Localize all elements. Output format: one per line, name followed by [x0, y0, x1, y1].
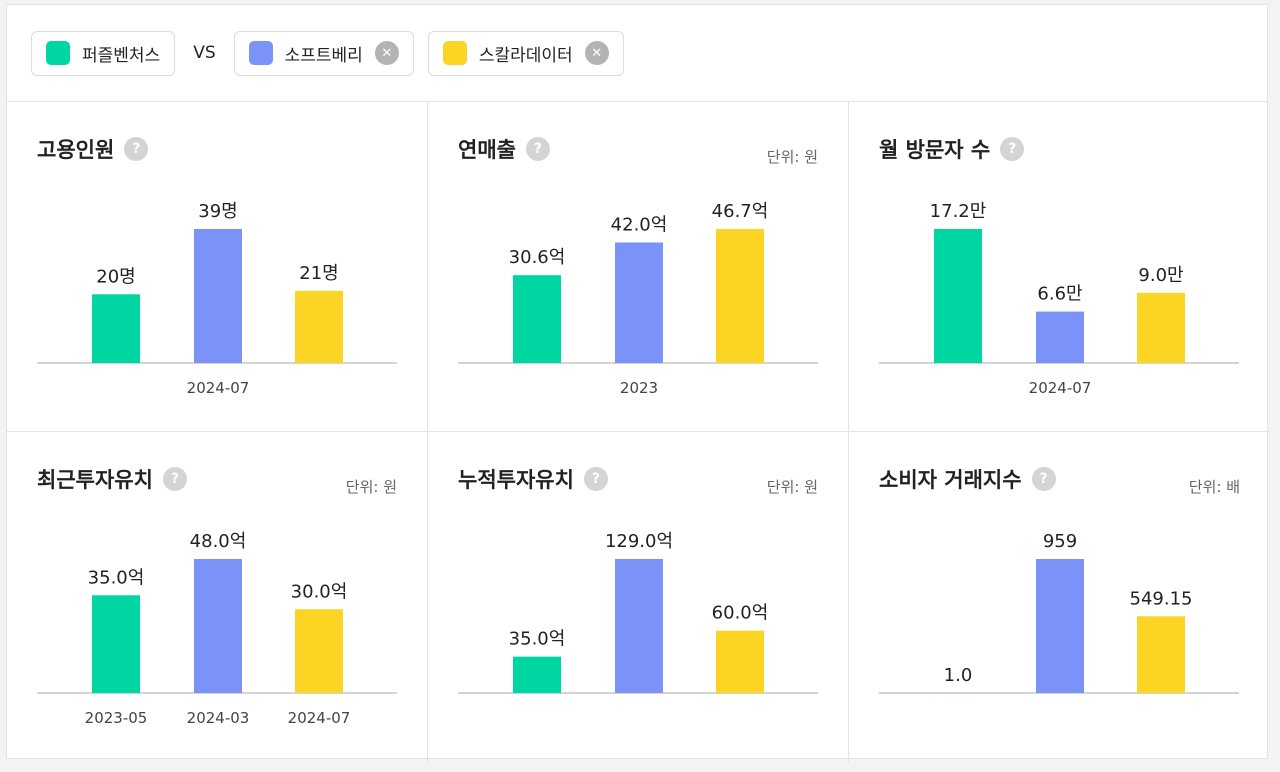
chart-title-row: 고용인원?: [37, 134, 149, 164]
value-label: 30.6억: [509, 247, 566, 268]
company-name: 소프트베리: [284, 45, 363, 66]
chart-title: 최근투자유치: [37, 468, 153, 492]
chart-title: 연매출: [458, 138, 516, 162]
value-label: 1.0: [944, 665, 973, 686]
x-group-label: 2023: [620, 379, 658, 397]
value-label: 6.6만: [1037, 284, 1082, 305]
bar: [194, 229, 242, 363]
value-label: 20명: [96, 266, 135, 287]
chart-title: 고용인원: [37, 138, 115, 162]
unit-label: 단위: 원: [766, 148, 818, 166]
chart-card: 연매출? 단위: 원 30.6억 42.0억 46.7억 2023: [428, 102, 849, 432]
vs-separator: VS: [193, 43, 216, 63]
bar-chart: 35.0억 129.0억 60.0억: [458, 531, 818, 694]
chart-title-row: 월 방문자 수?: [879, 134, 1025, 164]
value-label: 42.0억: [611, 214, 668, 235]
value-label: 959: [1043, 531, 1077, 552]
value-label: 9.0만: [1138, 265, 1183, 286]
chart-card: 월 방문자 수? 17.2만 6.6만 9.0만 2024-07: [849, 102, 1270, 432]
bar: [1137, 616, 1185, 693]
value-label: 30.0억: [291, 581, 348, 602]
company-name: 스칼라데이터: [478, 45, 573, 66]
x-tick-label: 2024-03: [187, 709, 250, 727]
bar: [295, 609, 343, 693]
value-label: 35.0억: [509, 629, 566, 650]
bar-chart: 30.6억 42.0억 46.7억 2023: [458, 201, 818, 397]
color-swatch: [442, 41, 467, 65]
unit-label: 단위: 배: [1188, 478, 1240, 496]
bar: [716, 229, 764, 363]
bar: [615, 242, 663, 363]
value-label: 48.0억: [190, 531, 247, 552]
help-icon[interactable]: ?: [124, 137, 149, 161]
x-group-label: 2024-07: [187, 379, 250, 397]
chart-title-row: 최근투자유치?: [37, 464, 187, 494]
bar: [1137, 292, 1185, 363]
x-group-label: 2024-07: [1029, 379, 1092, 397]
value-label: 39명: [198, 201, 237, 222]
chart-title-row: 소비자 거래지수?: [879, 464, 1056, 494]
x-tick-label: 2023-05: [85, 709, 148, 727]
bar-chart: 17.2만 6.6만 9.0만 2024-07: [879, 201, 1239, 397]
comparison-panel: 퍼즐벤처스 VS 소프트베리 ✕ 스칼라데이터 ✕ 고용인원? 20명 39명 21명 2024-…: [6, 4, 1270, 762]
remove-button[interactable]: ✕: [584, 41, 609, 65]
remove-button[interactable]: ✕: [374, 41, 399, 65]
help-icon[interactable]: ?: [525, 137, 550, 161]
value-label: 21명: [299, 263, 338, 284]
bar: [513, 656, 561, 693]
value-label: 35.0억: [88, 567, 145, 588]
chart-title: 누적투자유치: [458, 468, 574, 492]
help-icon[interactable]: ?: [1000, 137, 1025, 161]
company-chip: 소프트베리 ✕: [233, 30, 414, 76]
legend: 퍼즐벤처스 VS 소프트베리 ✕ 스칼라데이터 ✕: [7, 5, 1267, 102]
chart-title-row: 연매출?: [458, 134, 550, 164]
unit-label: 단위: 원: [766, 478, 818, 496]
bar: [1036, 559, 1084, 693]
bar: [194, 559, 242, 693]
bar: [934, 229, 982, 363]
help-icon[interactable]: ?: [583, 467, 608, 491]
bar-chart: 20명 39명 21명 2024-07: [37, 201, 397, 397]
color-swatch: [248, 41, 273, 65]
color-swatch: [46, 41, 70, 65]
bar: [92, 595, 140, 693]
x-tick-label: 2024-07: [288, 709, 351, 727]
bar: [615, 559, 663, 693]
help-icon[interactable]: ?: [162, 467, 187, 491]
bar: [716, 630, 764, 693]
chart-card: 고용인원? 20명 39명 21명 2024-07: [7, 102, 428, 432]
company-chip: 퍼즐벤처스: [31, 30, 176, 76]
bar: [1036, 311, 1084, 363]
value-label: 129.0억: [605, 531, 673, 552]
bar: [92, 294, 140, 363]
chart-card: 소비자 거래지수? 단위: 배 1.0 959 549.15: [849, 432, 1270, 762]
chart-card: 최근투자유치? 단위: 원 35.0억 2023-05 48.0억 2024-03 30.0…: [7, 432, 428, 762]
company-name: 퍼즐벤처스: [82, 45, 161, 66]
value-label: 17.2만: [930, 201, 987, 222]
help-icon[interactable]: ?: [1031, 467, 1056, 491]
value-label: 60.0억: [712, 603, 769, 624]
unit-label: 단위: 원: [345, 478, 397, 496]
bar: [513, 275, 561, 363]
chart-card: 누적투자유치? 단위: 원 35.0억 129.0억 60.0억: [428, 432, 849, 762]
bar-chart: 35.0억 2023-05 48.0억 2024-03 30.0억 2024-07: [37, 531, 397, 727]
chart-title: 월 방문자 수: [879, 138, 991, 162]
chart-title-row: 누적투자유치?: [458, 464, 608, 494]
chart-title: 소비자 거래지수: [879, 468, 1022, 492]
company-chip: 스칼라데이터 ✕: [427, 30, 624, 76]
bar-chart: 1.0 959 549.15: [879, 531, 1239, 694]
bar: [295, 290, 343, 363]
value-label: 46.7억: [712, 201, 769, 222]
value-label: 549.15: [1130, 588, 1193, 609]
